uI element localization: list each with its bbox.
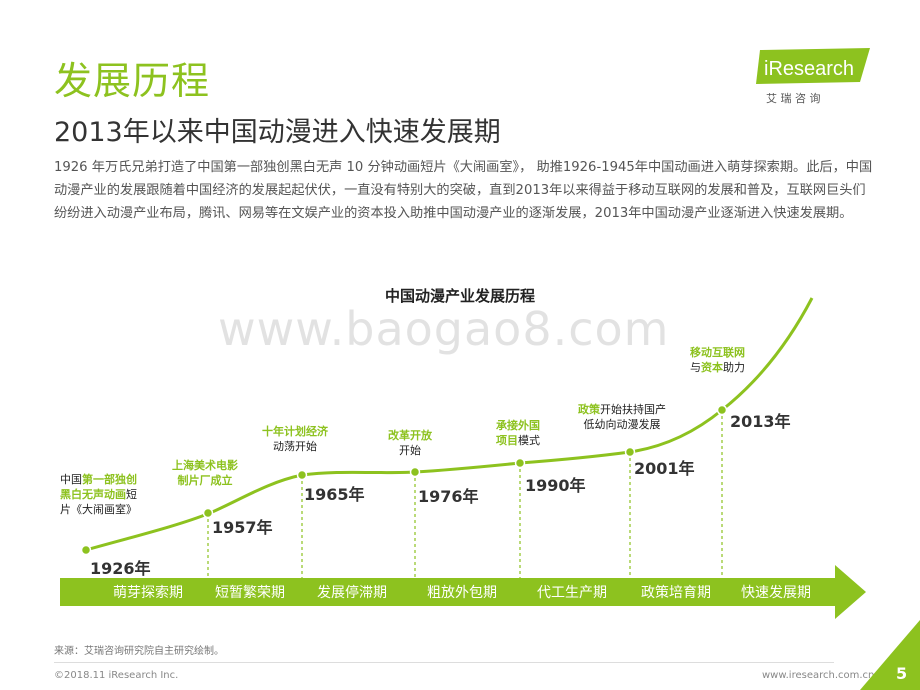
phase-label: 发展停滞期: [317, 584, 387, 601]
milestone-description: 上海美术电影 制片厂成立: [172, 459, 238, 487]
copyright: ©2018.11 iResearch Inc.: [54, 670, 179, 681]
phase-arrow: [60, 565, 866, 619]
phase-labels: 萌芽探索期 短暂繁荣期 发展停滞期 粗放外包期 代工生产期 政策培育期 快速发展期: [113, 584, 811, 601]
page-subtitle: 2013年以来中国动漫进入快速发展期: [54, 117, 501, 148]
page-number: 5: [896, 664, 908, 683]
milestone-year: 2001年: [634, 459, 695, 478]
source-note: 来源：艾瑞咨询研究院自主研究绘制。: [54, 646, 224, 657]
phase-label: 快速发展期: [741, 585, 811, 601]
dashed-guides: [207, 410, 723, 578]
milestone-description: 十年计划经济 动荡开始: [262, 425, 328, 453]
iresearch-logo: iResearch 艾 瑞 咨 询: [752, 48, 872, 110]
milestone-year: 1957年: [212, 518, 273, 537]
milestone-description: 改革开放 开始: [388, 429, 432, 457]
milestone-description: 政策开始扶持国产 低幼向动漫发展: [578, 403, 666, 431]
milestone-dot: [296, 469, 308, 481]
milestone-dot: [624, 446, 636, 458]
milestone-dot: [514, 457, 526, 469]
milestone-year: 1926年: [90, 559, 151, 578]
milestone-description: 承接外国 项目模式: [496, 419, 540, 447]
logo-brand: iResearch: [764, 58, 854, 80]
phase-label: 萌芽探索期: [113, 584, 183, 601]
phase-label: 粗放外包期: [427, 585, 497, 601]
phase-label: 代工生产期: [537, 585, 607, 601]
milestone-year: 1990年: [525, 476, 586, 495]
milestone-dot: [80, 544, 92, 556]
milestone-year: 1976年: [418, 487, 479, 506]
phase-label: 短暂繁荣期: [215, 585, 285, 601]
corner-accent: [860, 620, 920, 690]
milestone-dot: [409, 466, 421, 478]
watermark: www.baogao8.com: [218, 302, 670, 356]
website: www.iresearch.com.cn: [762, 670, 875, 681]
milestone-dot: [716, 404, 728, 416]
milestone-description: 中国第一部独创 黑白无声动画短 片《大闹画室》: [60, 473, 137, 516]
milestone-description: 移动互联网 与资本助力: [690, 346, 745, 374]
milestone-year: 1965年: [304, 485, 365, 504]
phase-label: 政策培育期: [641, 584, 711, 601]
logo-cn: 艾 瑞 咨 询: [766, 91, 821, 105]
milestone-dot: [202, 507, 214, 519]
footer-divider: [54, 662, 834, 663]
milestone-year: 2013年: [730, 412, 791, 431]
milestone-dots: [80, 404, 728, 556]
diagram-title: 中国动漫产业发展历程: [384, 287, 535, 305]
page-title: 发展历程: [54, 59, 211, 103]
intro-paragraph: 1926 年万氏兄弟打造了中国第一部独创黑白无声 10 分钟动画短片《大闹画室》…: [54, 160, 873, 221]
